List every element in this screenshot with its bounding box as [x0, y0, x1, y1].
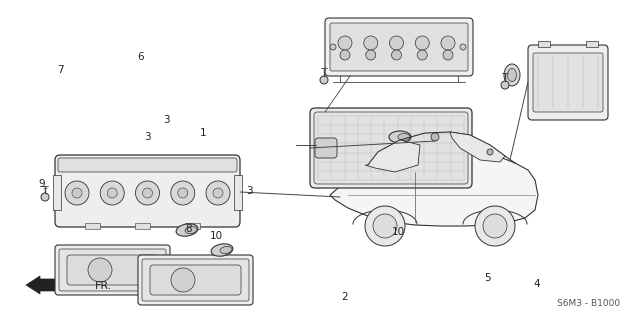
FancyArrow shape	[26, 276, 68, 294]
FancyBboxPatch shape	[310, 108, 472, 188]
FancyBboxPatch shape	[528, 45, 608, 120]
Text: 4: 4	[533, 279, 540, 289]
Circle shape	[136, 181, 159, 205]
Circle shape	[417, 50, 428, 60]
Circle shape	[443, 50, 453, 60]
FancyBboxPatch shape	[142, 259, 249, 301]
Text: S6M3 - B1000: S6M3 - B1000	[557, 299, 620, 308]
Circle shape	[72, 188, 82, 198]
Ellipse shape	[501, 81, 509, 89]
Circle shape	[475, 206, 515, 246]
FancyBboxPatch shape	[59, 249, 166, 291]
Polygon shape	[330, 145, 538, 226]
Bar	[234, 175, 242, 210]
FancyBboxPatch shape	[67, 255, 158, 285]
Circle shape	[213, 188, 223, 198]
Bar	[185, 223, 200, 229]
Text: 10: 10	[392, 227, 404, 237]
Ellipse shape	[508, 69, 516, 81]
Circle shape	[206, 181, 230, 205]
Bar	[135, 223, 150, 229]
Circle shape	[364, 36, 378, 50]
Ellipse shape	[389, 131, 411, 143]
Text: FR.: FR.	[95, 281, 113, 291]
Circle shape	[100, 181, 124, 205]
Circle shape	[330, 44, 336, 50]
FancyBboxPatch shape	[533, 53, 603, 112]
Bar	[586, 41, 598, 47]
Circle shape	[460, 44, 466, 50]
Text: 1: 1	[200, 128, 207, 138]
Text: 8: 8	[186, 224, 192, 234]
Circle shape	[392, 50, 401, 60]
Ellipse shape	[398, 133, 410, 140]
Ellipse shape	[185, 226, 197, 234]
Text: 6: 6	[138, 52, 144, 62]
Circle shape	[483, 214, 507, 238]
Circle shape	[171, 268, 195, 292]
Circle shape	[373, 214, 397, 238]
FancyBboxPatch shape	[325, 18, 473, 76]
Text: 3: 3	[144, 132, 150, 142]
Circle shape	[178, 188, 188, 198]
Text: 3: 3	[163, 115, 170, 125]
Circle shape	[171, 181, 195, 205]
Bar	[538, 41, 550, 47]
Circle shape	[338, 36, 352, 50]
Ellipse shape	[176, 224, 198, 236]
Circle shape	[441, 36, 455, 50]
FancyBboxPatch shape	[330, 23, 468, 71]
Text: 10: 10	[210, 231, 223, 241]
FancyBboxPatch shape	[314, 112, 468, 184]
Ellipse shape	[220, 246, 232, 254]
Circle shape	[143, 188, 152, 198]
Circle shape	[415, 36, 429, 50]
Text: 7: 7	[58, 65, 64, 75]
Ellipse shape	[320, 76, 328, 84]
Circle shape	[365, 50, 376, 60]
Text: 2: 2	[341, 292, 348, 302]
FancyBboxPatch shape	[58, 158, 237, 172]
Text: 5: 5	[484, 272, 491, 283]
FancyBboxPatch shape	[315, 138, 337, 158]
Circle shape	[431, 133, 439, 141]
Bar	[85, 223, 100, 229]
Circle shape	[65, 181, 89, 205]
FancyBboxPatch shape	[138, 255, 253, 305]
Polygon shape	[450, 132, 505, 162]
FancyBboxPatch shape	[150, 265, 241, 295]
FancyBboxPatch shape	[55, 245, 170, 295]
Circle shape	[487, 149, 493, 155]
Text: 3: 3	[246, 186, 253, 197]
FancyBboxPatch shape	[55, 155, 240, 227]
Circle shape	[365, 206, 405, 246]
Bar	[53, 175, 61, 210]
Polygon shape	[365, 140, 420, 172]
Ellipse shape	[211, 244, 233, 256]
Ellipse shape	[504, 64, 520, 86]
Circle shape	[340, 50, 350, 60]
Circle shape	[390, 36, 403, 50]
Circle shape	[108, 188, 117, 198]
Ellipse shape	[41, 193, 49, 201]
Circle shape	[88, 258, 112, 282]
Text: 9: 9	[38, 179, 45, 189]
